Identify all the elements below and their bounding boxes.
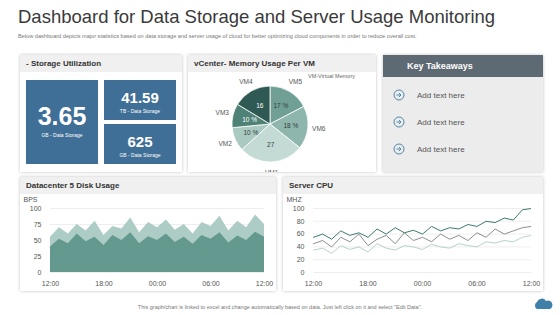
- svg-text:17 %: 17 %: [273, 102, 288, 109]
- svg-text:12:00: 12:00: [305, 280, 323, 287]
- svg-text:VM6: VM6: [312, 125, 326, 132]
- svg-text:25: 25: [34, 253, 42, 260]
- svg-text:0: 0: [38, 269, 42, 276]
- html-text:TB - Data Storage: TB - Data Storage: [119, 107, 161, 114]
- html-text:Dashboard for Data Storage and: Dashboard for Data Storage and Server Us…: [18, 6, 496, 27]
- svg-text:VM-Virtual Memory: VM-Virtual Memory: [308, 73, 355, 79]
- svg-text:06:00: 06:00: [202, 280, 220, 287]
- html-text:Datacenter 5 Disk Usage: Datacenter 5 Disk Usage: [26, 181, 120, 190]
- svg-text:10 %: 10 %: [243, 129, 258, 136]
- html-text:Below dashboard depicts major: Below dashboard depicts major statistics…: [18, 33, 417, 39]
- html-text:GB - Data Storage: GB - Data Storage: [119, 151, 161, 158]
- svg-text:75: 75: [34, 221, 42, 228]
- svg-text:60: 60: [297, 230, 305, 237]
- svg-text:00:00: 00:00: [149, 280, 167, 287]
- svg-text:12:00: 12:00: [42, 280, 60, 287]
- svg-text:06:00: 06:00: [468, 280, 486, 287]
- html-text:3.65: 3.65: [37, 102, 87, 131]
- svg-text:18 %: 18 %: [283, 122, 298, 129]
- html-text:vCenter- Memory Usage Per VM: vCenter- Memory Usage Per VM: [194, 59, 315, 68]
- svg-text:18:00: 18:00: [95, 280, 113, 287]
- svg-text:VM4: VM4: [239, 78, 253, 85]
- html-text:Add text here: Add text here: [417, 117, 465, 127]
- svg-text:VM3: VM3: [216, 109, 230, 116]
- svg-text:18:00: 18:00: [359, 280, 377, 287]
- svg-text:50: 50: [34, 237, 42, 244]
- svg-text:00:00: 00:00: [414, 280, 432, 287]
- html-text:This graph/chart is linked to: This graph/chart is linked to excel and …: [137, 304, 423, 310]
- svg-text:100: 100: [30, 205, 42, 212]
- svg-text:BPS: BPS: [24, 196, 38, 203]
- html-text:- Storage Utilization: - Storage Utilization: [26, 59, 102, 68]
- svg-text:10 %: 10 %: [242, 116, 257, 123]
- svg-text:80: 80: [297, 218, 305, 225]
- svg-text:0: 0: [301, 269, 305, 276]
- svg-text:MHZ: MHZ: [287, 196, 303, 203]
- html-text:Server CPU: Server CPU: [289, 181, 333, 190]
- svg-text:100: 100: [293, 205, 305, 212]
- svg-text:40: 40: [297, 243, 305, 250]
- html-text:41.59: 41.59: [121, 88, 159, 106]
- html-text:625: 625: [127, 132, 153, 150]
- svg-text:VM5: VM5: [289, 78, 303, 85]
- html-text:Add text here: Add text here: [417, 90, 465, 100]
- svg-text:12:00: 12:00: [523, 280, 541, 287]
- html-text:Add text here: Add text here: [417, 144, 465, 154]
- svg-text:16: 16: [256, 102, 264, 109]
- html-text:GB - Data Storage: GB - Data Storage: [41, 132, 83, 139]
- svg-text:VM2: VM2: [219, 140, 233, 147]
- svg-text:27: 27: [267, 141, 275, 148]
- svg-text:20: 20: [297, 256, 305, 263]
- html-text:Key Takeaways: Key Takeaways: [407, 61, 473, 71]
- svg-text:12:00: 12:00: [256, 280, 274, 287]
- svg-text:VM1: VM1: [265, 169, 279, 172]
